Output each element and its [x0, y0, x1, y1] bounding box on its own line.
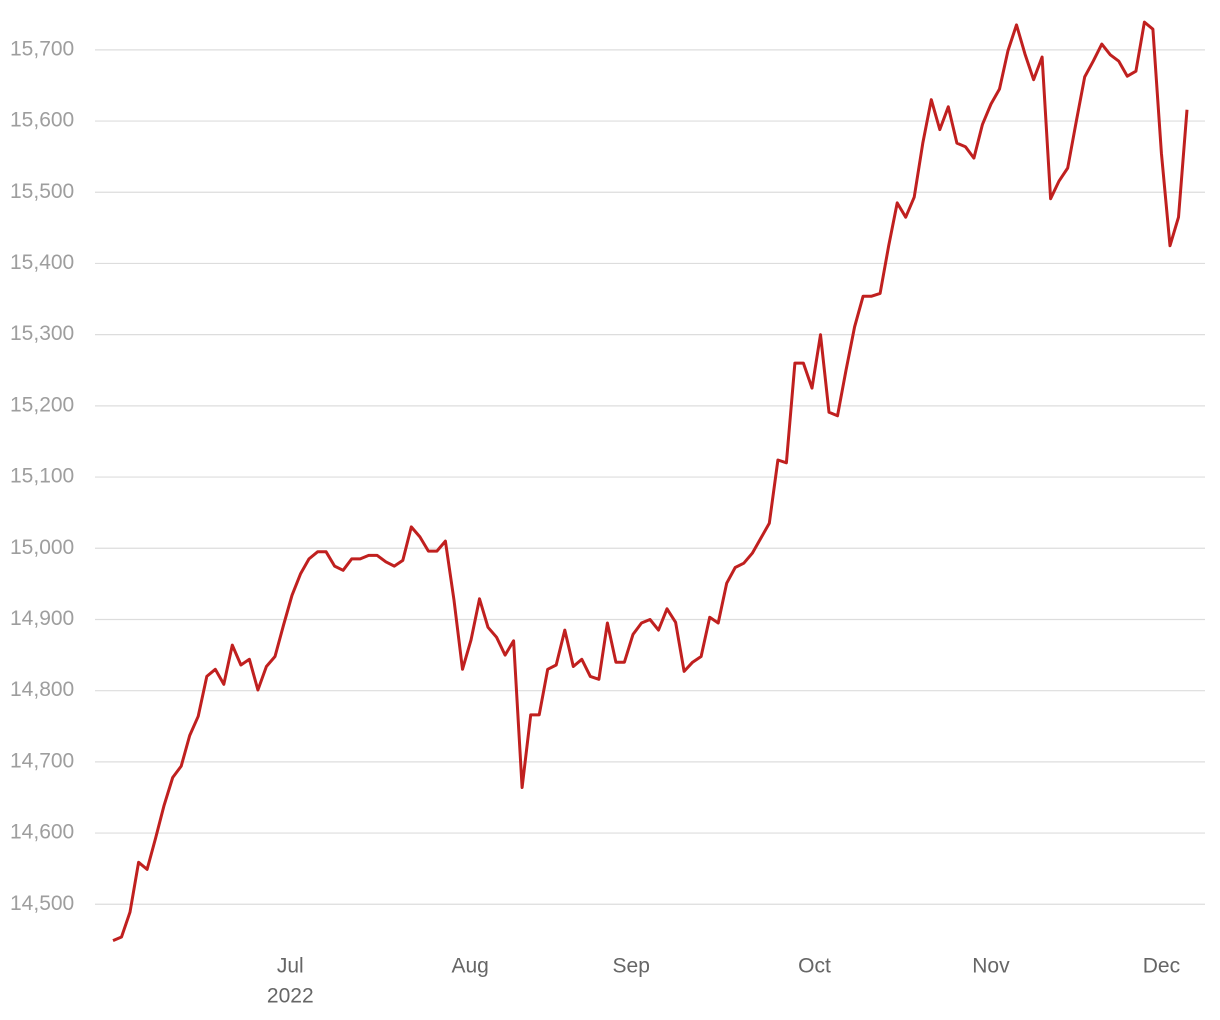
x-tick-label: Aug: [451, 955, 488, 978]
x-tick-label: Oct: [798, 955, 831, 978]
y-tick-label: 15,600: [10, 109, 74, 132]
x-tick-label: Dec: [1143, 955, 1180, 978]
y-tick-label: 15,300: [10, 322, 74, 345]
y-tick-label: 15,200: [10, 393, 74, 416]
x-tick-label: Jul: [277, 955, 304, 978]
x-tick-label: Sep: [613, 955, 650, 978]
y-tick-label: 14,800: [10, 678, 74, 701]
y-tick-label: 15,100: [10, 465, 74, 488]
y-tick-label: 15,500: [10, 180, 74, 203]
y-tick-label: 14,700: [10, 749, 74, 772]
y-tick-label: 15,000: [10, 536, 74, 559]
y-tick-label: 15,400: [10, 251, 74, 274]
x-year-label: 2022: [267, 985, 314, 1008]
y-tick-label: 14,500: [10, 892, 74, 915]
y-tick-label: 14,600: [10, 821, 74, 844]
y-tick-label: 14,900: [10, 607, 74, 630]
data-line: [112, 20, 1189, 942]
y-tick-label: 15,700: [10, 37, 74, 60]
x-tick-label: Nov: [972, 955, 1010, 978]
